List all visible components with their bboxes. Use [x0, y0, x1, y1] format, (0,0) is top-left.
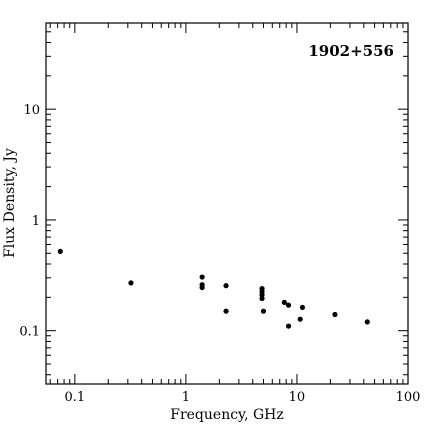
data-point [281, 299, 287, 306]
x-tick-label: 0.1 [64, 390, 85, 405]
y-tick-label: 0.1 [19, 325, 40, 340]
x-tick-label: 1 [182, 390, 190, 405]
data-point [259, 292, 265, 298]
axis-ticks [46, 22, 409, 384]
x-tick-label: 10 [289, 390, 306, 405]
data-points [57, 248, 370, 329]
data-point [260, 308, 267, 314]
data-point [364, 319, 370, 325]
data-point [332, 311, 338, 318]
data-point [223, 283, 229, 289]
y-tick-label: 10 [23, 103, 40, 118]
data-point [285, 302, 292, 308]
chart-title: 1902+556 [308, 42, 394, 60]
data-point [223, 308, 229, 314]
data-point [57, 248, 63, 254]
plot-frame [45, 22, 409, 385]
y-tick-label: 1 [32, 214, 40, 229]
data-point [199, 284, 205, 291]
data-point [299, 304, 306, 311]
tick-labels: 0.1 1 10 100 0.1 1 10 [19, 103, 420, 405]
data-point [285, 323, 292, 329]
x-tick-label: 100 [396, 390, 421, 405]
data-point [128, 280, 134, 286]
y-axis-label: Flux Density, Jy [2, 148, 18, 258]
data-point [199, 274, 205, 280]
data-point [297, 316, 303, 322]
data-point [259, 295, 265, 302]
x-axis-label: Frequency, GHz [170, 407, 284, 423]
